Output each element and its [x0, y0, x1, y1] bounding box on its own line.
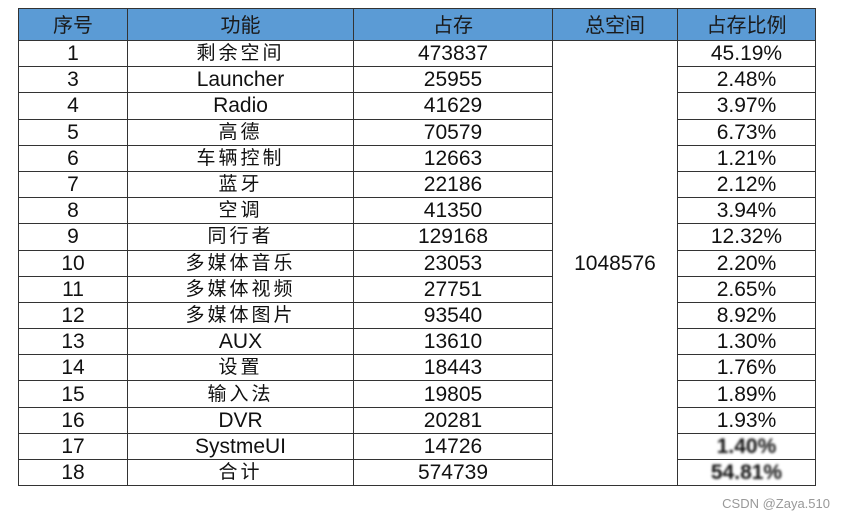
cell-size: 18443: [353, 354, 553, 382]
cell-function: Radio: [127, 92, 354, 120]
header-row: 序号 功能 占存 总空间 占存比例: [18, 8, 816, 41]
table-row: 8 空调 41350 3.94%: [18, 197, 816, 225]
cell-size: 12663: [353, 144, 553, 172]
cell-no: 17: [18, 432, 128, 461]
cell-size: 129168: [353, 223, 553, 251]
cell-percentage: 45.19%: [677, 39, 816, 68]
cell-function: 合计: [127, 458, 354, 487]
cell-size: 22186: [353, 170, 553, 199]
table-row: 5 高德 70579 6.73%: [18, 118, 816, 146]
cell-function: 设置: [127, 354, 354, 382]
header-percentage: 占存比例: [677, 8, 816, 41]
table-row: 1 剩余空间 473837 1048576 45.19%: [18, 39, 816, 487]
cell-percentage: 2.12%: [677, 170, 816, 199]
cell-no: 10: [18, 249, 128, 277]
cell-size: 473837: [353, 39, 553, 68]
table-row: 13 AUX 13610 1.30%: [18, 328, 816, 356]
cell-no: 5: [18, 118, 128, 146]
cell-no: 13: [18, 328, 128, 356]
table-row: 3 Launcher 25955 2.48%: [18, 66, 816, 94]
cell-percentage: 8.92%: [677, 301, 816, 330]
cell-no: 6: [18, 144, 128, 172]
cell-size: 27751: [353, 275, 553, 303]
cell-function: 车辆控制: [127, 144, 354, 172]
cell-percentage: 1.76%: [677, 354, 816, 382]
cell-size: 574739: [353, 458, 553, 487]
cell-percentage: 1.89%: [677, 380, 816, 408]
cell-size: 41629: [353, 92, 553, 120]
table-row: 11 多媒体视频 27751 2.65%: [18, 275, 816, 303]
cell-no: 16: [18, 406, 128, 434]
table-row: 14 设置 18443 1.76%: [18, 354, 816, 382]
table-row: 15 输入法 19805 1.89%: [18, 380, 816, 408]
cell-size: 23053: [353, 249, 553, 277]
cell-percentage: 2.65%: [677, 275, 816, 303]
cell-size: 41350: [353, 197, 553, 225]
cell-no: 14: [18, 354, 128, 382]
table-row: 17 SystmeUI 14726 1.40%: [18, 432, 816, 461]
cell-no: 11: [18, 275, 128, 303]
cell-percentage: 1.93%: [677, 406, 816, 434]
table-row: 6 车辆控制 12663 1.21%: [18, 144, 816, 172]
cell-percentage: 2.48%: [677, 66, 816, 94]
cell-function: Launcher: [127, 66, 354, 94]
cell-function: 高德: [127, 118, 354, 146]
cell-no: 18: [18, 458, 128, 487]
cell-function: 剩余空间: [127, 39, 354, 68]
cell-function: 多媒体音乐: [127, 249, 354, 277]
table-row: 7 蓝牙 22186 2.12%: [18, 170, 816, 199]
header-function: 功能: [127, 8, 354, 41]
table-row: 12 多媒体图片 93540 8.92%: [18, 301, 816, 330]
cell-size: 14726: [353, 432, 553, 461]
cell-function: 蓝牙: [127, 170, 354, 199]
cell-percentage: 1.21%: [677, 144, 816, 172]
cell-function: 多媒体视频: [127, 275, 354, 303]
cell-no: 15: [18, 380, 128, 408]
cell-size: 70579: [353, 118, 553, 146]
cell-size: 20281: [353, 406, 553, 434]
cell-size: 19805: [353, 380, 553, 408]
cell-no: 12: [18, 301, 128, 330]
cell-no: 9: [18, 223, 128, 251]
cell-total-space: 1048576: [552, 39, 678, 487]
cell-percentage: 3.94%: [677, 197, 816, 225]
header-no: 序号: [18, 8, 128, 41]
cell-function: 空调: [127, 197, 354, 225]
cell-function: 同行者: [127, 223, 354, 251]
table-row: 10 多媒体音乐 23053 2.20%: [18, 249, 816, 277]
cell-percentage: 6.73%: [677, 118, 816, 146]
cell-size: 13610: [353, 328, 553, 356]
table-row: 4 Radio 41629 3.97%: [18, 92, 816, 120]
cell-function: 多媒体图片: [127, 301, 354, 330]
cell-percentage: 3.97%: [677, 92, 816, 120]
cell-no: 7: [18, 170, 128, 199]
cell-percentage: 1.30%: [677, 328, 816, 356]
cell-function: DVR: [127, 406, 354, 434]
cell-size: 25955: [353, 66, 553, 94]
cell-no: 3: [18, 66, 128, 94]
table-row: 16 DVR 20281 1.93%: [18, 406, 816, 434]
cell-no: 4: [18, 92, 128, 120]
cell-function: 输入法: [127, 380, 354, 408]
table-row: 18 合计 574739 54.81%: [18, 458, 816, 487]
storage-table: 序号 功能 占存 总空间 占存比例 1 剩余空间 473837 1048576 45.1…: [18, 8, 816, 487]
watermark: CSDN @Zaya.510: [722, 496, 830, 511]
cell-percentage: 12.32%: [677, 223, 816, 251]
table-row: 9 同行者 129168 12.32%: [18, 223, 816, 251]
cell-size: 93540: [353, 301, 553, 330]
cell-function: AUX: [127, 328, 354, 356]
cell-function: SystmeUI: [127, 432, 354, 461]
cell-no: 8: [18, 197, 128, 225]
header-total-space: 总空间: [552, 8, 678, 41]
header-size: 占存: [353, 8, 553, 41]
cell-percentage: 54.81%: [677, 458, 816, 487]
cell-percentage: 1.40%: [677, 432, 816, 461]
cell-percentage: 2.20%: [677, 249, 816, 277]
cell-no: 1: [18, 39, 128, 68]
